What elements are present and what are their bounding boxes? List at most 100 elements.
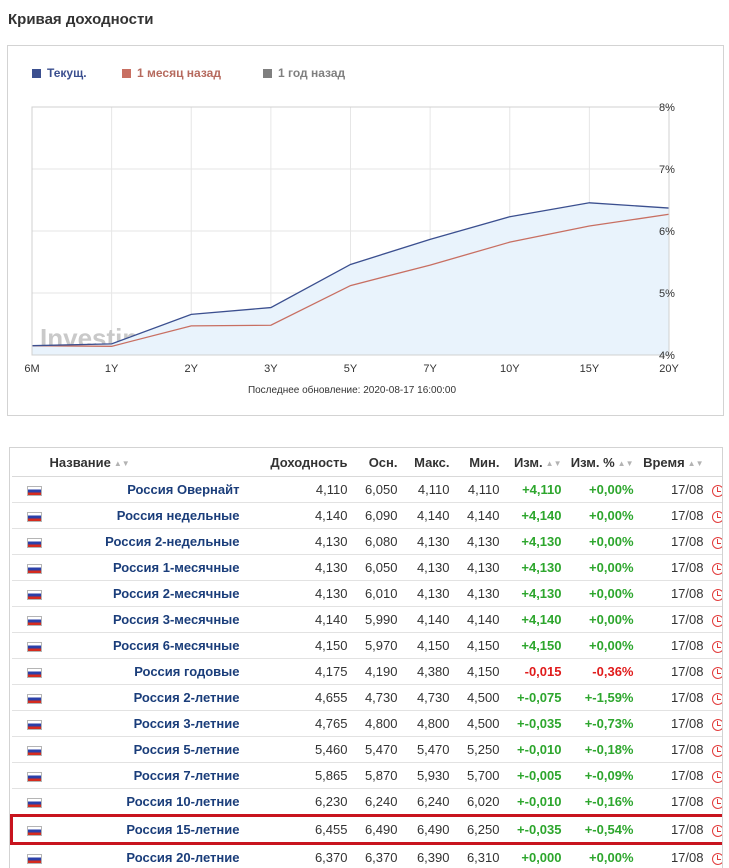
bond-name-link[interactable]: Россия 10-летние xyxy=(45,788,244,816)
change-value: +4,110 xyxy=(503,476,566,503)
change-percent-value: +0,00% xyxy=(565,554,638,581)
clock-cell[interactable] xyxy=(707,528,722,555)
clock-cell[interactable] xyxy=(707,554,722,581)
clock-cell[interactable] xyxy=(707,476,722,503)
bond-name-link[interactable]: Россия годовые xyxy=(45,658,244,685)
bond-name-link[interactable]: Россия 15-летние xyxy=(45,814,244,845)
plot-border xyxy=(31,106,670,356)
table-row[interactable]: Россия 20-летние 6,370 6,370 6,390 6,310 +0,0… xyxy=(11,843,722,868)
legend-item-year-ago[interactable]: 1 год назад xyxy=(263,66,345,80)
high-value: 4,730 xyxy=(401,684,454,711)
bond-name-link[interactable]: Россия 2-летние xyxy=(45,684,244,711)
clock-icon xyxy=(711,824,722,837)
change-percent-value: +-0,73% xyxy=(565,710,638,737)
bond-name-link[interactable]: Россия 3-летние xyxy=(45,710,244,737)
change-percent-value: +-0,16% xyxy=(565,788,638,816)
clock-cell[interactable] xyxy=(707,658,722,685)
change-value: +4,130 xyxy=(503,528,566,555)
header-name[interactable]: Название ▲▼ xyxy=(45,448,244,477)
header-chg-pct[interactable]: Изм. % ▲▼ xyxy=(565,448,638,477)
table-row[interactable]: Россия годовые 4,175 4,190 4,380 4,150 -0,015… xyxy=(11,658,722,685)
bond-name-link[interactable]: Россия 20-летние xyxy=(45,843,244,868)
clock-cell[interactable] xyxy=(707,736,722,763)
header-chg[interactable]: Изм. ▲▼ xyxy=(503,448,566,477)
prev-value: 6,010 xyxy=(351,580,402,607)
bond-name-link[interactable]: Россия недельные xyxy=(45,502,244,529)
clock-cell[interactable] xyxy=(707,632,722,659)
bond-name-link[interactable]: Россия 7-летние xyxy=(45,762,244,789)
table-row[interactable]: Россия 5-летние 5,460 5,470 5,470 5,250 +-0,0… xyxy=(11,736,722,763)
table-row[interactable]: Россия 6-месячные 4,150 5,970 4,150 4,150 +4,… xyxy=(11,632,722,659)
table-row[interactable]: Россия 7-летние 5,865 5,870 5,930 5,700 +-0,0… xyxy=(11,762,722,789)
clock-cell[interactable] xyxy=(707,502,722,529)
clock-cell[interactable] xyxy=(707,580,722,607)
clock-cell[interactable] xyxy=(707,710,722,737)
bond-name-link[interactable]: Россия 5-летние xyxy=(45,736,244,763)
prev-value: 6,090 xyxy=(351,502,402,529)
legend-swatch-year-ago xyxy=(263,68,272,78)
clock-icon xyxy=(711,588,722,601)
table-row[interactable]: Россия недельные 4,140 6,090 4,140 4,140 +4,1… xyxy=(11,502,722,529)
low-value: 5,250 xyxy=(453,736,504,763)
time-value: 17/08 xyxy=(637,528,708,555)
legend-label-month-ago: 1 месяц назад xyxy=(137,66,221,80)
clock-icon xyxy=(711,510,722,523)
time-value: 17/08 xyxy=(637,580,708,607)
x-tick-label: 15Y xyxy=(580,363,600,375)
clock-cell[interactable] xyxy=(707,814,722,845)
bond-name-link[interactable]: Россия 1-месячные xyxy=(45,554,244,581)
header-yield[interactable]: Доходность xyxy=(243,448,352,477)
table-row[interactable]: Россия 3-месячные 4,140 5,990 4,140 4,140 +4,… xyxy=(11,606,722,633)
high-value: 6,240 xyxy=(401,788,454,816)
table-row[interactable]: Россия 15-летние 6,455 6,490 6,490 6,250 +-0,… xyxy=(10,814,722,845)
x-tick-label: 2Y xyxy=(185,363,199,375)
bond-name-link[interactable]: Россия 6-месячные xyxy=(45,632,244,659)
header-time-label: Время xyxy=(643,454,685,470)
low-value: 4,500 xyxy=(453,684,504,711)
clock-cell[interactable] xyxy=(707,684,722,711)
table-row[interactable]: Россия 2-летние 4,655 4,730 4,730 4,500 +-0,0… xyxy=(11,684,722,711)
change-percent-value: +-0,09% xyxy=(565,762,638,789)
header-prev[interactable]: Осн. xyxy=(351,448,402,477)
flag-cell xyxy=(11,476,46,503)
header-high[interactable]: Макс. xyxy=(401,448,454,477)
time-value: 17/08 xyxy=(637,684,708,711)
y-tick-label: 6% xyxy=(659,226,675,238)
table-row[interactable]: Россия 10-летние 6,230 6,240 6,240 6,020 +-0,… xyxy=(11,788,722,816)
clock-cell[interactable] xyxy=(707,762,722,789)
russia-flag-icon xyxy=(26,589,42,600)
prev-value: 6,080 xyxy=(351,528,402,555)
yield-value: 6,455 xyxy=(243,814,352,845)
table-row[interactable]: Россия 2-месячные 4,130 6,010 4,130 4,130 +4,… xyxy=(11,580,722,607)
clock-icon xyxy=(711,852,722,865)
bond-name-link[interactable]: Россия Овернайт xyxy=(45,476,244,503)
legend-item-current[interactable]: Текущ. xyxy=(32,66,87,80)
clock-cell[interactable] xyxy=(707,843,722,868)
header-flag xyxy=(11,448,46,477)
header-time[interactable]: Время ▲▼ xyxy=(637,448,708,477)
last-update-text: Последнее обновление: 2020-08-17 16:00:0… xyxy=(248,384,457,396)
bond-name-link[interactable]: Россия 2-недельные xyxy=(45,528,244,555)
bond-name-link[interactable]: Россия 3-месячные xyxy=(45,606,244,633)
x-tick-label: 10Y xyxy=(500,363,520,375)
bond-name-link[interactable]: Россия 2-месячные xyxy=(45,580,244,607)
russia-flag-icon xyxy=(26,485,42,496)
table-row[interactable]: Россия 1-месячные 4,130 6,050 4,130 4,130 +4,… xyxy=(11,554,722,581)
prev-value: 5,470 xyxy=(351,736,402,763)
legend-item-month-ago[interactable]: 1 месяц назад xyxy=(122,66,221,80)
legend-label-current: Текущ. xyxy=(47,66,87,80)
flag-cell xyxy=(11,632,46,659)
table-row[interactable]: Россия Овернайт 4,110 6,050 4,110 4,110 +4,11… xyxy=(11,476,722,503)
yield-value: 5,865 xyxy=(243,762,352,789)
table-row[interactable]: Россия 3-летние 4,765 4,800 4,800 4,500 +-0,0… xyxy=(11,710,722,737)
flag-cell xyxy=(11,710,46,737)
clock-cell[interactable] xyxy=(707,788,722,816)
table-row[interactable]: Россия 2-недельные 4,130 6,080 4,130 4,130 +4… xyxy=(11,528,722,555)
time-value: 17/08 xyxy=(637,502,708,529)
x-tick-label: 3Y xyxy=(264,363,278,375)
low-value: 4,110 xyxy=(453,476,504,503)
header-low[interactable]: Мин. xyxy=(453,448,504,477)
russia-flag-icon xyxy=(26,615,42,626)
clock-cell[interactable] xyxy=(707,606,722,633)
change-value: +-0,035 xyxy=(503,814,566,845)
